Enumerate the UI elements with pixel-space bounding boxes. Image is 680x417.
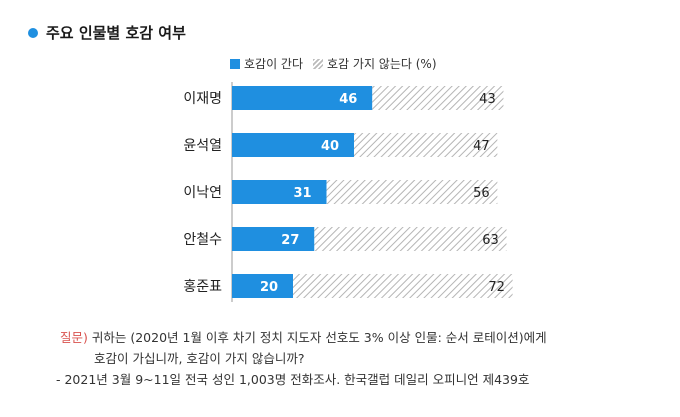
legend-negative-label: 호감 가지 않는다 (%) <box>327 57 437 71</box>
footer: 질문) 귀하는 (2020년 1월 이후 차기 정치 지도자 선호도 3% 이상… <box>56 327 547 390</box>
bar-positive <box>232 274 293 298</box>
bar-negative <box>326 180 498 204</box>
bar-positive <box>232 133 354 157</box>
category-label: 이재명 <box>183 91 222 107</box>
source-note: - 2021년 3월 9~11일 전국 성인 1,003명 전화조사. 한국갤럽… <box>56 372 530 387</box>
value-label-negative: 43 <box>479 92 496 107</box>
bar-positive <box>232 227 315 251</box>
bar-negative <box>372 86 504 110</box>
title-text: 주요 인물별 호감 여부 <box>46 24 186 42</box>
value-label-positive: 31 <box>294 186 312 201</box>
question-label: 질문) <box>60 330 88 345</box>
value-label-positive: 20 <box>260 280 278 295</box>
value-label-negative: 72 <box>488 280 505 295</box>
value-label-negative: 56 <box>473 186 490 201</box>
category-label: 이낙연 <box>183 185 222 201</box>
question-line-1: 질문) 귀하는 (2020년 1월 이후 차기 정치 지도자 선호도 3% 이상… <box>60 327 547 348</box>
bar-negative <box>293 274 513 298</box>
value-label-negative: 63 <box>482 233 499 248</box>
bar-negative <box>354 133 498 157</box>
chart-title: 주요 인물별 호감 여부 <box>28 22 186 43</box>
legend-positive-label: 호감이 간다 <box>244 57 304 71</box>
bar-positive <box>232 86 373 110</box>
legend: 호감이 간다 호감 가지 않는다 (%) <box>230 55 437 72</box>
category-label: 홍준표 <box>183 279 222 295</box>
bar-positive <box>232 180 327 204</box>
category-label: 안철수 <box>183 232 222 248</box>
bar-negative <box>314 227 507 251</box>
legend-negative-swatch <box>313 58 324 69</box>
question-text-1: 귀하는 (2020년 1월 이후 차기 정치 지도자 선호도 3% 이상 인물:… <box>91 330 547 345</box>
value-label-positive: 46 <box>339 92 357 107</box>
value-label-positive: 27 <box>281 233 299 248</box>
value-label-positive: 40 <box>321 139 339 154</box>
value-label-negative: 47 <box>473 139 490 154</box>
category-label: 윤석열 <box>183 138 222 154</box>
question-line-2: 호감이 가십니까, 호감이 가지 않습니까? <box>94 351 305 366</box>
legend-positive-swatch <box>230 58 240 69</box>
bullet-dot-icon <box>28 27 38 38</box>
